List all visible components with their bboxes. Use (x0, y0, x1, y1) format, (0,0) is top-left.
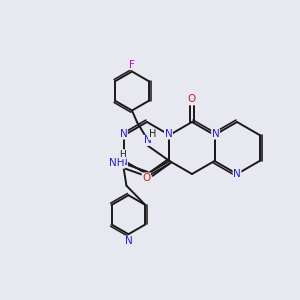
Text: O: O (142, 173, 150, 183)
Text: O: O (188, 94, 196, 104)
Text: H: H (119, 150, 126, 159)
Text: H: H (149, 129, 156, 140)
Text: F: F (129, 59, 135, 70)
Text: N: N (143, 135, 151, 146)
Text: N: N (120, 157, 127, 167)
Text: N: N (233, 169, 241, 179)
Text: N: N (165, 129, 172, 139)
Text: N: N (212, 129, 219, 139)
Text: N: N (124, 236, 132, 246)
Text: N: N (120, 129, 127, 139)
Text: NH: NH (109, 158, 124, 168)
